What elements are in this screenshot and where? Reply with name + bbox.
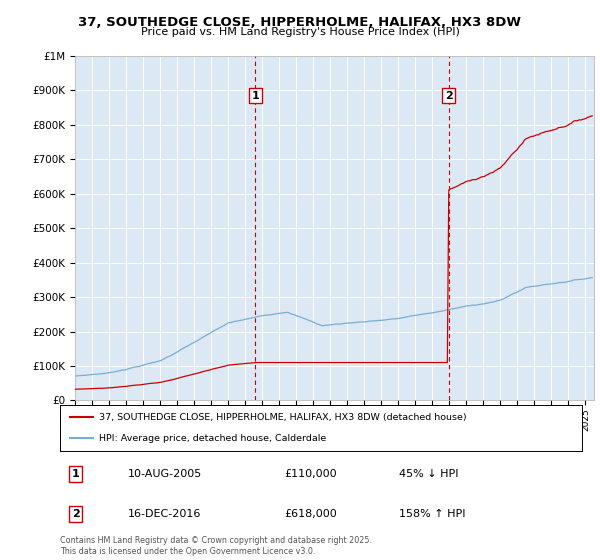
Text: Contains HM Land Registry data © Crown copyright and database right 2025.
This d: Contains HM Land Registry data © Crown c…	[60, 536, 372, 556]
Text: 45% ↓ HPI: 45% ↓ HPI	[400, 469, 459, 479]
Text: HPI: Average price, detached house, Calderdale: HPI: Average price, detached house, Cald…	[99, 434, 326, 443]
Text: 10-AUG-2005: 10-AUG-2005	[128, 469, 202, 479]
Text: 1: 1	[72, 469, 80, 479]
Text: 158% ↑ HPI: 158% ↑ HPI	[400, 509, 466, 519]
Text: £618,000: £618,000	[284, 509, 337, 519]
Text: 1: 1	[251, 91, 259, 101]
Text: 37, SOUTHEDGE CLOSE, HIPPERHOLME, HALIFAX, HX3 8DW (detached house): 37, SOUTHEDGE CLOSE, HIPPERHOLME, HALIFA…	[99, 413, 467, 422]
Text: 37, SOUTHEDGE CLOSE, HIPPERHOLME, HALIFAX, HX3 8DW: 37, SOUTHEDGE CLOSE, HIPPERHOLME, HALIFA…	[79, 16, 521, 29]
Text: 2: 2	[72, 509, 80, 519]
Text: £110,000: £110,000	[284, 469, 337, 479]
Text: 2: 2	[445, 91, 452, 101]
Text: 16-DEC-2016: 16-DEC-2016	[128, 509, 201, 519]
Text: Price paid vs. HM Land Registry's House Price Index (HPI): Price paid vs. HM Land Registry's House …	[140, 27, 460, 37]
